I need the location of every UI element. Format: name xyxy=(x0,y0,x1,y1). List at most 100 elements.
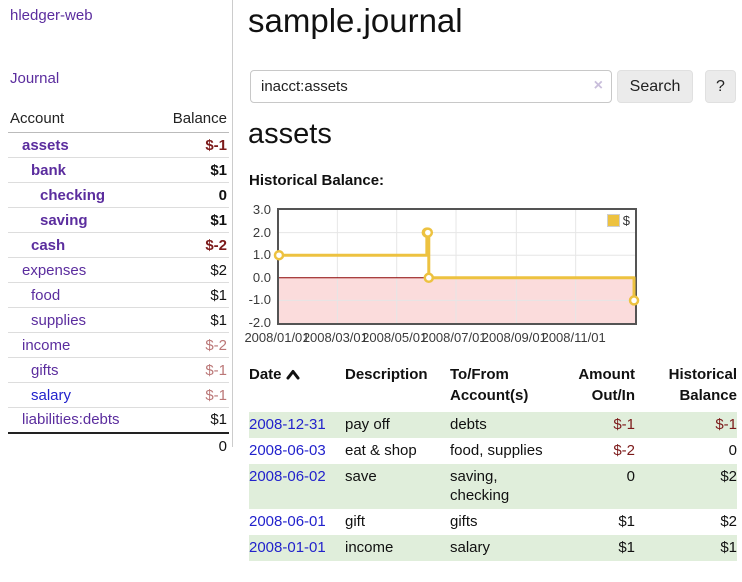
transaction-accounts: debts xyxy=(450,412,570,438)
help-button[interactable]: ? xyxy=(705,70,736,103)
register-header-row: Date Description To/From Account(s) Amou… xyxy=(249,362,737,412)
account-balance: $-1 xyxy=(154,132,229,158)
account-link-gifts[interactable]: gifts xyxy=(31,361,59,379)
legend-colorbox-icon xyxy=(606,214,620,227)
account-balance: $-2 xyxy=(154,232,229,258)
x-axis-tick-label: 2008/09/01 xyxy=(481,330,547,345)
transaction-accounts: saving, checking xyxy=(450,464,570,509)
account-row: cash $-2 xyxy=(8,232,229,258)
transaction-date-link[interactable]: 2008-01-01 xyxy=(249,539,326,556)
account-link-assets[interactable]: assets xyxy=(22,136,69,154)
register-header-description: Description xyxy=(345,366,428,383)
x-axis-tick-label: 2008/03/01 xyxy=(302,330,368,345)
chart-canvas xyxy=(273,210,640,323)
app-title-link[interactable]: hledger-web xyxy=(10,7,93,24)
transaction-amount: $1 xyxy=(570,535,635,561)
transaction-description: save xyxy=(345,464,450,509)
sidebar-item-journal[interactable]: Journal xyxy=(10,70,60,87)
account-balance: $-2 xyxy=(154,332,229,358)
transaction-amount: $-2 xyxy=(613,442,635,459)
search-input[interactable] xyxy=(250,70,612,103)
register-row: 2008-12-31 pay off debts $-1 $-1 xyxy=(249,412,737,438)
account-link-liabilities-debts[interactable]: liabilities:debts xyxy=(22,411,120,429)
account-link-saving[interactable]: saving xyxy=(40,211,88,229)
transaction-date-link[interactable]: 2008-06-02 xyxy=(249,468,326,485)
historical-balance-chart: $ 3.0 2.0 1.0 0.0 -1.0 -2.0 2008/01/01 2008/03/… xyxy=(240,197,660,349)
transaction-balance: $2 xyxy=(720,513,737,530)
transaction-date-link[interactable]: 2008-06-03 xyxy=(249,442,326,459)
register-header-amount: Amount Out/In xyxy=(578,366,635,404)
x-axis-tick-label: 2008/07/01 xyxy=(421,330,487,345)
register-row: 2008-06-01 gift gifts $1 $2 xyxy=(249,509,737,535)
account-row: assets $-1 xyxy=(8,132,229,158)
register-header-balance: Historical Balance xyxy=(668,366,737,404)
search-form: × xyxy=(250,70,612,103)
accounts-header-balance: Balance xyxy=(154,106,229,133)
transaction-accounts: salary xyxy=(450,535,570,561)
y-axis-tick-label: 3.0 xyxy=(252,202,271,217)
transaction-balance: $2 xyxy=(635,464,737,509)
account-row: supplies $1 xyxy=(8,307,229,333)
account-row: liabilities:debts $1 xyxy=(8,407,229,433)
transaction-description: eat & shop xyxy=(345,442,417,459)
transaction-amount: 0 xyxy=(570,464,635,509)
register-header-account: To/From Account(s) xyxy=(450,366,529,404)
transaction-description: income xyxy=(345,535,450,561)
legend-label: $ xyxy=(622,213,630,228)
accounts-header-account: Account xyxy=(8,106,155,133)
accounts-header-row: Account Balance xyxy=(8,106,229,133)
account-balance: $1 xyxy=(154,407,229,433)
account-balance: $-1 xyxy=(154,382,229,408)
y-axis-tick-label: 1.0 xyxy=(252,247,271,263)
account-row: checking 0 xyxy=(8,182,229,208)
account-link-food[interactable]: food xyxy=(31,286,61,304)
account-link-checking[interactable]: checking xyxy=(40,186,106,204)
accounts-total-row: 0 xyxy=(8,431,229,458)
transaction-amount: $1 xyxy=(618,513,635,530)
register-row: 2008-01-01 income salary $1 $1 xyxy=(249,535,737,561)
account-link-supplies[interactable]: supplies xyxy=(31,311,87,329)
chart-plot-area[interactable]: $ xyxy=(273,208,640,325)
x-axis-tick-label: 2008/01/01 xyxy=(244,330,310,345)
account-link-bank[interactable]: bank xyxy=(31,161,67,179)
account-row: expenses $2 xyxy=(8,257,229,283)
transaction-accounts: food, supplies xyxy=(450,442,543,459)
search-button[interactable]: Search xyxy=(617,70,693,103)
account-link-salary[interactable]: salary xyxy=(31,386,72,404)
accounts-total-balance: 0 xyxy=(154,431,229,458)
register-table: Date Description To/From Account(s) Amou… xyxy=(249,362,737,561)
transaction-balance: $1 xyxy=(635,535,737,561)
page-title: sample.journal xyxy=(248,2,463,39)
account-link-cash[interactable]: cash xyxy=(31,236,66,254)
register-header-date[interactable]: Date xyxy=(249,362,345,412)
account-row: bank $1 xyxy=(8,157,229,183)
account-balance: $1 xyxy=(154,157,229,183)
register-header-date-label: Date xyxy=(249,366,282,383)
y-axis-tick-label: -1.0 xyxy=(248,292,271,308)
transaction-date-link[interactable]: 2008-06-01 xyxy=(249,513,326,530)
transaction-description: gift xyxy=(345,513,366,530)
register-row: 2008-06-03 eat & shop food, supplies $-2… xyxy=(249,438,737,464)
sidebar: hledger-web Journal Account Balance asse… xyxy=(0,0,233,458)
clear-search-icon[interactable]: × xyxy=(593,77,603,94)
account-row: income $-2 xyxy=(8,332,229,358)
sort-ascending-icon xyxy=(286,367,300,384)
account-link-income[interactable]: income xyxy=(22,336,71,354)
account-balance: $1 xyxy=(154,307,229,333)
transaction-amount: $-1 xyxy=(570,412,635,438)
account-row: gifts $-1 xyxy=(8,357,229,383)
transaction-description: pay off xyxy=(345,412,450,438)
transaction-balance: 0 xyxy=(728,442,737,459)
transaction-balance: $-1 xyxy=(635,412,737,438)
transaction-accounts: gifts xyxy=(450,513,478,530)
transaction-date-link[interactable]: 2008-12-31 xyxy=(249,416,326,433)
chart-title: Historical Balance: xyxy=(249,172,385,189)
account-balance: $1 xyxy=(154,282,229,308)
account-balance: $-1 xyxy=(154,357,229,383)
x-axis-tick-label: 2008/11/01 xyxy=(541,330,606,345)
account-row: saving $1 xyxy=(8,207,229,233)
account-link-expenses[interactable]: expenses xyxy=(22,261,87,279)
account-balance: $1 xyxy=(154,207,229,233)
chart-legend: $ xyxy=(606,213,630,228)
y-axis-tick-label: 0.0 xyxy=(252,269,271,285)
